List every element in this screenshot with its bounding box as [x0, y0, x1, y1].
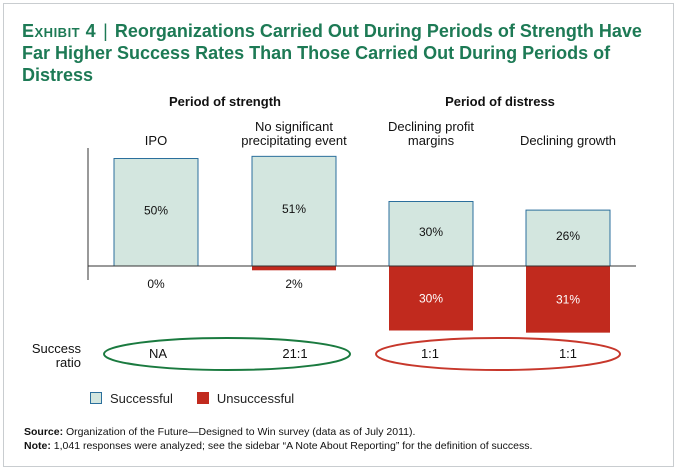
category-label: Declining profit — [388, 119, 474, 134]
data-label-successful: 51% — [282, 202, 306, 216]
legend-item-unsuccessful: Unsuccessful — [196, 390, 295, 406]
data-label-unsuccessful: 0% — [147, 277, 165, 291]
legend-label-successful: Successful — [110, 390, 173, 406]
title-text: Reorganizations Carried Out During Perio… — [22, 21, 642, 85]
title-separator: | — [103, 21, 108, 41]
note-label: Note: — [24, 440, 51, 452]
data-label-unsuccessful: 2% — [285, 277, 303, 291]
legend-swatch-successful — [90, 392, 102, 404]
success-ratio-label-line2: ratio — [56, 355, 81, 370]
legend: Successful Unsuccessful — [90, 390, 318, 406]
success-ratio-value: 21:1 — [282, 346, 307, 361]
success-ratio-ellipse-distress — [375, 337, 621, 371]
data-label-unsuccessful: 30% — [419, 291, 443, 305]
note-text: 1,041 responses were analyzed; see the s… — [53, 440, 533, 452]
category-label: No significant — [255, 119, 333, 134]
legend-swatch-unsuccessful — [196, 392, 209, 404]
legend-item-successful: Successful — [90, 391, 173, 406]
data-label-successful: 26% — [556, 229, 580, 243]
data-label-unsuccessful: 31% — [556, 292, 580, 306]
group-label: Period of strength — [169, 94, 281, 109]
bar-unsuccessful — [389, 266, 473, 331]
success-ratio-ellipse-strength — [103, 337, 351, 371]
success-ratio-label-line1: Success — [32, 341, 82, 356]
success-ratio-value: NA — [149, 346, 167, 361]
bar-successful — [251, 155, 337, 267]
bar-unsuccessful — [526, 266, 610, 333]
source-text: Organization of the Future—Designed to W… — [66, 426, 416, 438]
group-label: Period of distress — [445, 94, 555, 109]
category-label: margins — [408, 133, 455, 148]
bar-successful — [113, 158, 199, 267]
data-label-successful: 50% — [144, 203, 168, 217]
data-label-successful: 30% — [419, 225, 443, 239]
exhibit-number: Exhibit 4 — [22, 21, 97, 41]
category-label: IPO — [145, 133, 167, 148]
success-ratio-value: 1:1 — [421, 346, 439, 361]
success-ratio-value: 1:1 — [559, 346, 577, 361]
source-line: Source: Organization of the Future—Desig… — [24, 425, 664, 439]
category-label: Declining growth — [520, 133, 616, 148]
bar-successful — [388, 201, 474, 267]
footer: Source: Organization of the Future—Desig… — [24, 425, 664, 453]
source-label: Source: — [24, 426, 64, 438]
legend-label-unsuccessful: Unsuccessful — [216, 390, 295, 406]
exhibit-title: Exhibit 4 | Reorganizations Carried Out … — [22, 20, 662, 86]
category-label: precipitating event — [241, 133, 347, 148]
note-line: Note: 1,041 responses were analyzed; see… — [24, 439, 664, 453]
bar-unsuccessful — [252, 266, 336, 271]
